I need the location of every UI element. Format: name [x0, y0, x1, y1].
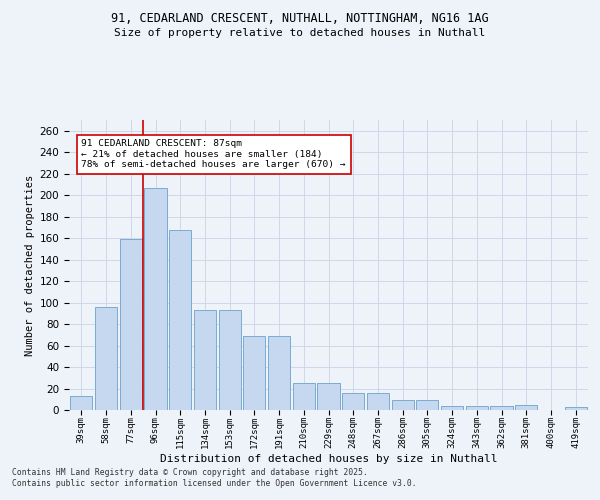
Bar — [268, 336, 290, 410]
Bar — [194, 310, 216, 410]
X-axis label: Distribution of detached houses by size in Nuthall: Distribution of detached houses by size … — [160, 454, 497, 464]
Bar — [119, 239, 142, 410]
Bar — [490, 406, 512, 410]
Text: 91 CEDARLAND CRESCENT: 87sqm
← 21% of detached houses are smaller (184)
78% of s: 91 CEDARLAND CRESCENT: 87sqm ← 21% of de… — [82, 140, 346, 169]
Bar — [145, 188, 167, 410]
Bar — [466, 406, 488, 410]
Y-axis label: Number of detached properties: Number of detached properties — [25, 174, 35, 356]
Bar — [367, 393, 389, 410]
Bar — [441, 406, 463, 410]
Bar — [70, 396, 92, 410]
Bar — [515, 404, 538, 410]
Bar — [317, 383, 340, 410]
Bar — [416, 400, 439, 410]
Bar — [293, 383, 315, 410]
Text: Size of property relative to detached houses in Nuthall: Size of property relative to detached ho… — [115, 28, 485, 38]
Bar — [218, 310, 241, 410]
Bar — [342, 393, 364, 410]
Bar — [95, 307, 117, 410]
Bar — [243, 336, 265, 410]
Bar — [392, 400, 414, 410]
Text: Contains HM Land Registry data © Crown copyright and database right 2025.
Contai: Contains HM Land Registry data © Crown c… — [12, 468, 416, 487]
Bar — [169, 230, 191, 410]
Bar — [565, 407, 587, 410]
Text: 91, CEDARLAND CRESCENT, NUTHALL, NOTTINGHAM, NG16 1AG: 91, CEDARLAND CRESCENT, NUTHALL, NOTTING… — [111, 12, 489, 26]
